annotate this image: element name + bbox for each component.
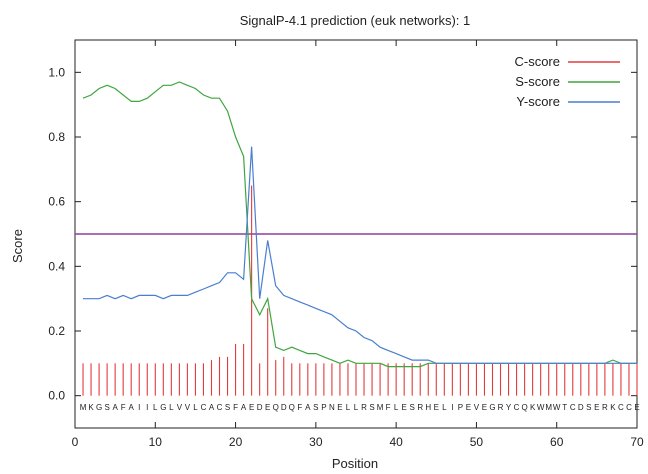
sequence-residue: S: [225, 403, 230, 412]
sequence-residue: E: [634, 403, 639, 412]
sequence-residue: K: [88, 403, 94, 412]
sequence-residue: A: [129, 403, 135, 412]
sequence-residue: C: [201, 403, 207, 412]
sequence-residue: E: [265, 403, 270, 412]
sequence-residue: R: [417, 403, 423, 412]
legend-label: S-score: [515, 74, 560, 89]
sequence-residue: M: [377, 403, 384, 412]
sequence-residue: C: [618, 403, 624, 412]
sequence-residue: M: [80, 403, 87, 412]
sequence-residue: I: [138, 403, 140, 412]
sequence-residue: Y: [506, 403, 512, 412]
sequence-residue: I: [451, 403, 453, 412]
sequence-residue: E: [482, 403, 487, 412]
x-tick-label: 20: [229, 435, 243, 449]
y-tick-label: 0.0: [48, 389, 65, 403]
sequence-residue: E: [466, 403, 471, 412]
sequence-residue: V: [474, 403, 480, 412]
sequence-residue: E: [249, 403, 254, 412]
sequence-residue: A: [209, 403, 215, 412]
y-axis-label: Score: [10, 229, 25, 263]
sequence-residue: F: [233, 403, 238, 412]
sequence-residue: L: [169, 403, 174, 412]
sequence-residue: F: [386, 403, 391, 412]
y-tick-label: 0.2: [48, 324, 65, 338]
sequence-residue: C: [626, 403, 632, 412]
sequence-residue: G: [96, 403, 102, 412]
y-score-line: [83, 146, 637, 364]
sequence-residue: S: [369, 403, 374, 412]
sequence-residue: L: [394, 403, 399, 412]
x-axis-label: Position: [332, 456, 378, 471]
sequence-residue: S: [104, 403, 109, 412]
sequence-residue: Q: [273, 403, 279, 412]
sequence-residue: L: [442, 403, 447, 412]
sequence-residue: V: [177, 403, 183, 412]
sequence-residue: G: [489, 403, 495, 412]
y-tick-label: 0.6: [48, 195, 65, 209]
x-tick-label: 50: [470, 435, 484, 449]
sequence-residue: L: [193, 403, 198, 412]
sequence-residue: S: [410, 403, 415, 412]
sequence-residue: R: [602, 403, 608, 412]
sequence-residue: K: [610, 403, 616, 412]
sequence-residue: E: [401, 403, 406, 412]
sequence-residue: K: [530, 403, 536, 412]
sequence-residue: G: [160, 403, 166, 412]
sequence-residue: V: [185, 403, 191, 412]
sequence-residue: L: [153, 403, 158, 412]
sequence-residue: C: [217, 403, 223, 412]
y-tick-label: 1.0: [48, 65, 65, 79]
chart-title: SignalP-4.1 prediction (euk networks): 1: [240, 13, 471, 28]
sequence-residue: A: [241, 403, 247, 412]
sequence-residue: C: [570, 403, 576, 412]
x-tick-label: 40: [389, 435, 403, 449]
sequence-residue: D: [257, 403, 263, 412]
sequence-residue: A: [305, 403, 311, 412]
sequence-residue: Q: [289, 403, 295, 412]
y-tick-label: 0.8: [48, 130, 65, 144]
sequence-residue: R: [498, 403, 504, 412]
x-tick-label: 70: [630, 435, 644, 449]
sequence-residue: E: [337, 403, 342, 412]
x-tick-label: 60: [550, 435, 564, 449]
sequence-residue: I: [146, 403, 148, 412]
sequence-residue: D: [578, 403, 584, 412]
sequence-residue: E: [594, 403, 599, 412]
sequence-residue: L: [346, 403, 351, 412]
sequence-residue: P: [321, 403, 326, 412]
sequence-residue: W: [537, 403, 545, 412]
sequence-residue: A: [112, 403, 118, 412]
legend-label: Y-score: [516, 94, 560, 109]
sequence-residue: L: [354, 403, 359, 412]
sequence-residue: D: [281, 403, 287, 412]
legend-label: C-score: [514, 54, 560, 69]
sequence-residue: C: [514, 403, 520, 412]
sequence-residue: F: [297, 403, 302, 412]
sequence-residue: E: [434, 403, 439, 412]
plot-area: 0.00.20.40.60.81.00 10 20 30 40 50 60 70M K G S A F A…: [48, 39, 644, 449]
sequence-residue: W: [553, 403, 561, 412]
sequence-residue: F: [121, 403, 126, 412]
s-score-line: [82, 81, 637, 368]
sequence-residue: S: [586, 403, 591, 412]
sequence-residue: S: [313, 403, 318, 412]
y-tick-label: 0.4: [48, 259, 65, 273]
sequence-residue: N: [329, 403, 335, 412]
sequence-residue: P: [458, 403, 463, 412]
x-tick-label: 10: [149, 435, 163, 449]
sequence-residue: T: [562, 403, 567, 412]
sequence-residue: R: [361, 403, 367, 412]
x-tick-label: 30: [309, 435, 323, 449]
sequence-residue: H: [425, 403, 431, 412]
sequence-residue: Q: [521, 403, 527, 412]
x-tick-label: 0: [72, 435, 79, 449]
sequence-residue: M: [545, 403, 552, 412]
